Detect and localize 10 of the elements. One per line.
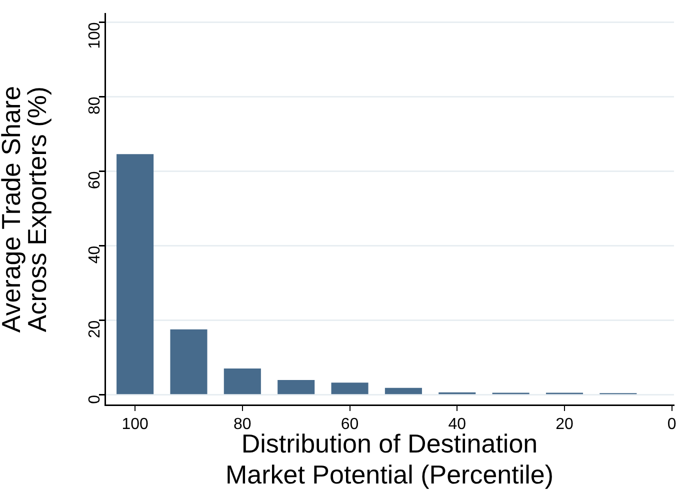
x-tick-label: 20 (556, 416, 574, 434)
y-tick-label: 80 (86, 96, 104, 115)
y-tick-label: 40 (86, 246, 104, 264)
y-tick-label: 0 (86, 394, 104, 404)
y-tick-label: 20 (86, 320, 104, 338)
y-tick-label: 60 (86, 171, 104, 190)
x-tick-label: 100 (122, 416, 149, 434)
y-axis-title: Average Trade Share Across Exporters (%) (0, 86, 52, 333)
y-tick-label: 100 (86, 22, 104, 49)
x-tick-label: 0 (667, 416, 676, 434)
